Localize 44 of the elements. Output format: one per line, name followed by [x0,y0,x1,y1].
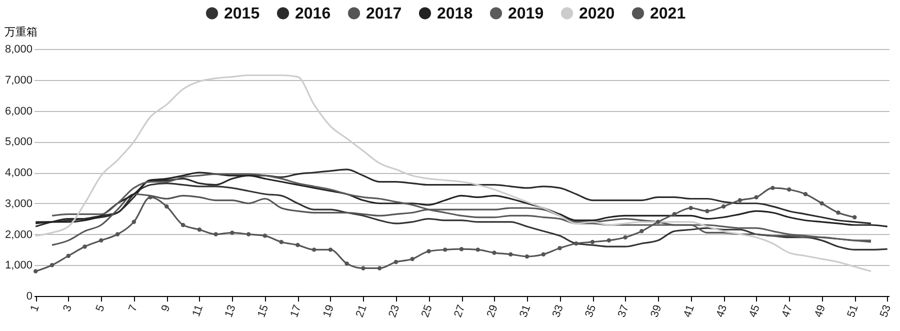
x-tick-label: 39 [648,303,664,320]
x-tick-label: 3 [61,303,75,314]
x-tick-label: 27 [452,303,468,320]
y-tick-label: 0 [26,290,32,302]
y-tick-label: 5,000 [4,136,32,148]
y-tick-label: 4,000 [4,167,32,179]
legend-label: 2015 [224,5,260,22]
x-tick-label: 53 [878,303,894,320]
x-tick-label: 17 [288,303,304,320]
x-tick-label: 51 [845,303,861,320]
x-tick-label: 47 [780,303,796,320]
x-tick-label: 41 [681,303,697,320]
x-tick-label: 7 [126,303,140,314]
x-tick-label: 5 [94,303,108,314]
x-tick-label: 43 [714,303,730,320]
legend-label: 2020 [579,5,615,22]
x-tick-label: 13 [222,303,238,320]
y-tick-label: 8,000 [4,44,32,56]
y-tick-label: 6,000 [4,105,32,118]
x-tick-label: 23 [386,303,402,320]
y-tick-label: 2,000 [4,228,32,241]
x-tick-label: 9 [159,303,173,314]
x-tick-label: 49 [812,303,828,320]
x-tick-label: 31 [518,303,534,320]
x-tick-label: 33 [550,303,566,320]
x-tick-label: 45 [747,303,762,320]
legend-label: 2021 [650,5,686,22]
legend-label: 2017 [366,5,402,22]
x-tick-label: 37 [616,303,632,320]
x-tick-label: 21 [354,303,370,320]
x-tick-label: 35 [583,303,599,320]
x-tick-label: 15 [256,303,272,320]
y-tick-label: 7,000 [4,74,32,86]
x-tick-label: 1 [28,303,42,314]
x-tick-label: 19 [321,303,337,320]
legend-label: 2019 [508,5,544,22]
x-tick-label: 25 [419,303,435,320]
legend-label: 2016 [295,5,331,22]
y-tick-label: 3,000 [4,198,32,210]
y-axis-title: 万重箱 [4,26,38,38]
x-tick-label: 11 [190,303,206,318]
legend-label: 2018 [437,5,473,22]
y-tick-label: 1,000 [4,260,32,272]
x-tick-label: 29 [484,303,500,320]
